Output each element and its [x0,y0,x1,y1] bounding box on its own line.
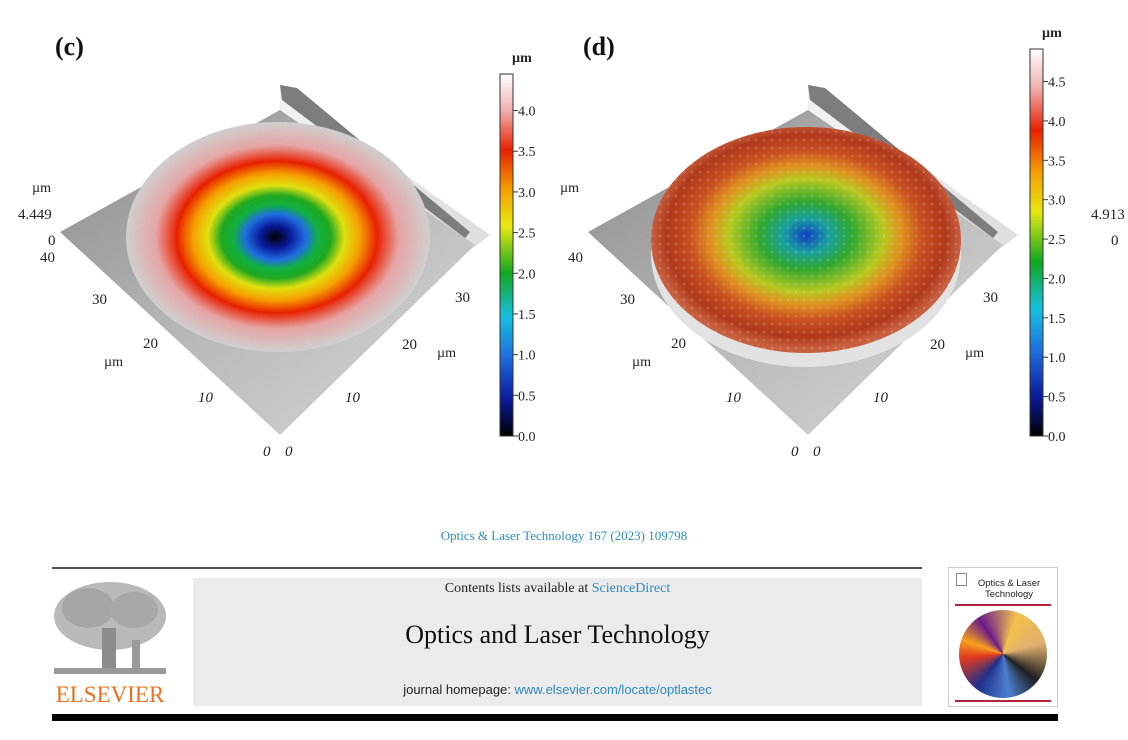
colorbar-tick-label: 4.0 [518,105,536,120]
panel-label: (c) [55,32,84,61]
colorbar-tick-label: 0.5 [518,389,536,404]
cover-title: Optics & Laser Technology [977,578,1041,600]
y-tick-label: 0 [285,444,293,460]
z-max-label: 4.449 [18,207,52,223]
x-axis-unit: µm [104,355,123,370]
z-min-label: 0 [48,233,56,249]
elsevier-logo[interactable]: ELSEVIER [48,578,172,708]
cover-divider [955,604,1051,606]
y-tick-label: 20 [930,337,945,353]
header-bottom-bar [52,714,1058,721]
publisher-mark-icon [956,573,967,586]
y-tick-label: 30 [983,290,998,306]
y-tick-label: 10 [873,390,889,406]
height-surface [126,122,430,352]
surface-plot-c [60,85,490,435]
homepage-prefix: journal homepage: [403,682,515,697]
surface-plot-d [588,85,1018,435]
x-tick-label: 30 [92,292,107,308]
colorbar-tick-label: 0.5 [1048,391,1066,406]
publisher-name: ELSEVIER [55,682,165,707]
sciencedirect-link[interactable]: ScienceDirect [591,581,671,596]
journal-header: Contents lists available at ScienceDirec… [193,578,922,706]
y-tick-label: 20 [402,337,417,353]
colorbar-tick-label: 2.5 [1048,233,1066,248]
colorbar-tick-label: 1.0 [518,349,536,364]
colorbar-tick-label: 1.5 [518,308,536,323]
colorbar-tick-label: 2.0 [1048,272,1066,287]
colorbar-unit: µm [512,51,532,66]
x-tick-label: 20 [143,336,158,352]
colorbar-tick-label: 2.5 [518,227,536,242]
citation[interactable]: Optics & Laser Technology 167 (2023) 109… [440,528,688,543]
colorbar-tick-label: 1.5 [1048,312,1066,327]
colorbar-tick-label: 3.0 [1048,194,1066,209]
figure: (c)µm4.4490403020100µm0102030µm0.00.51.0… [18,26,1125,460]
contents-line: Contents lists available at ScienceDirec… [193,581,922,597]
z-axis-unit: µm [560,181,579,196]
colorbar [1029,48,1044,437]
z-max-label: 4.913 [1091,207,1125,223]
colorbar-tick-label: 0.0 [1048,430,1066,445]
journal-cover[interactable]: Optics & Laser Technology [948,567,1058,707]
colorbar-unit: µm [1042,26,1062,41]
elsevier-tree-icon [54,582,166,674]
panel-label: (d) [583,32,615,61]
x-tick-label: 20 [671,336,686,352]
y-tick-label: 10 [345,390,361,406]
z-min-label: 0 [1111,233,1119,249]
contents-prefix: Contents lists available at [444,581,592,596]
colorbar-tick-label: 0.0 [518,430,536,445]
x-tick-label: 30 [620,292,635,308]
colorbar-tick-label: 4.0 [1048,115,1066,130]
homepage-link[interactable]: www.elsevier.com/locate/optlastec [514,682,712,697]
y-tick-label: 0 [813,444,821,460]
x-tick-label: 10 [726,390,742,406]
colorbar [499,73,514,437]
y-tick-label: 30 [455,290,470,306]
cover-divider [955,700,1051,702]
colorbar-tick-label: 4.5 [1048,76,1066,91]
homepage-line: journal homepage: www.elsevier.com/locat… [193,682,922,697]
x-axis-unit: µm [632,355,651,370]
x-tick-label: 0 [263,444,271,460]
header-rule [52,567,922,569]
x-tick-label: 10 [198,390,214,406]
z-axis-unit: µm [32,181,51,196]
x-tick-label: 0 [791,444,799,460]
colorbar-tick-label: 2.0 [518,267,536,282]
surface-texture [651,127,961,353]
x-tick-label: 40 [40,250,55,266]
colorbar-tick-label: 3.0 [518,186,536,201]
y-axis-unit: µm [965,346,984,361]
colorbar-tick-label: 3.5 [1048,154,1066,169]
x-tick-label: 40 [568,250,583,266]
cover-image [959,610,1047,698]
journal-title: Optics and Laser Technology [405,620,710,649]
colorbar-tick-label: 3.5 [518,145,536,160]
colorbar-tick-label: 1.0 [1048,351,1066,366]
y-axis-unit: µm [437,346,456,361]
